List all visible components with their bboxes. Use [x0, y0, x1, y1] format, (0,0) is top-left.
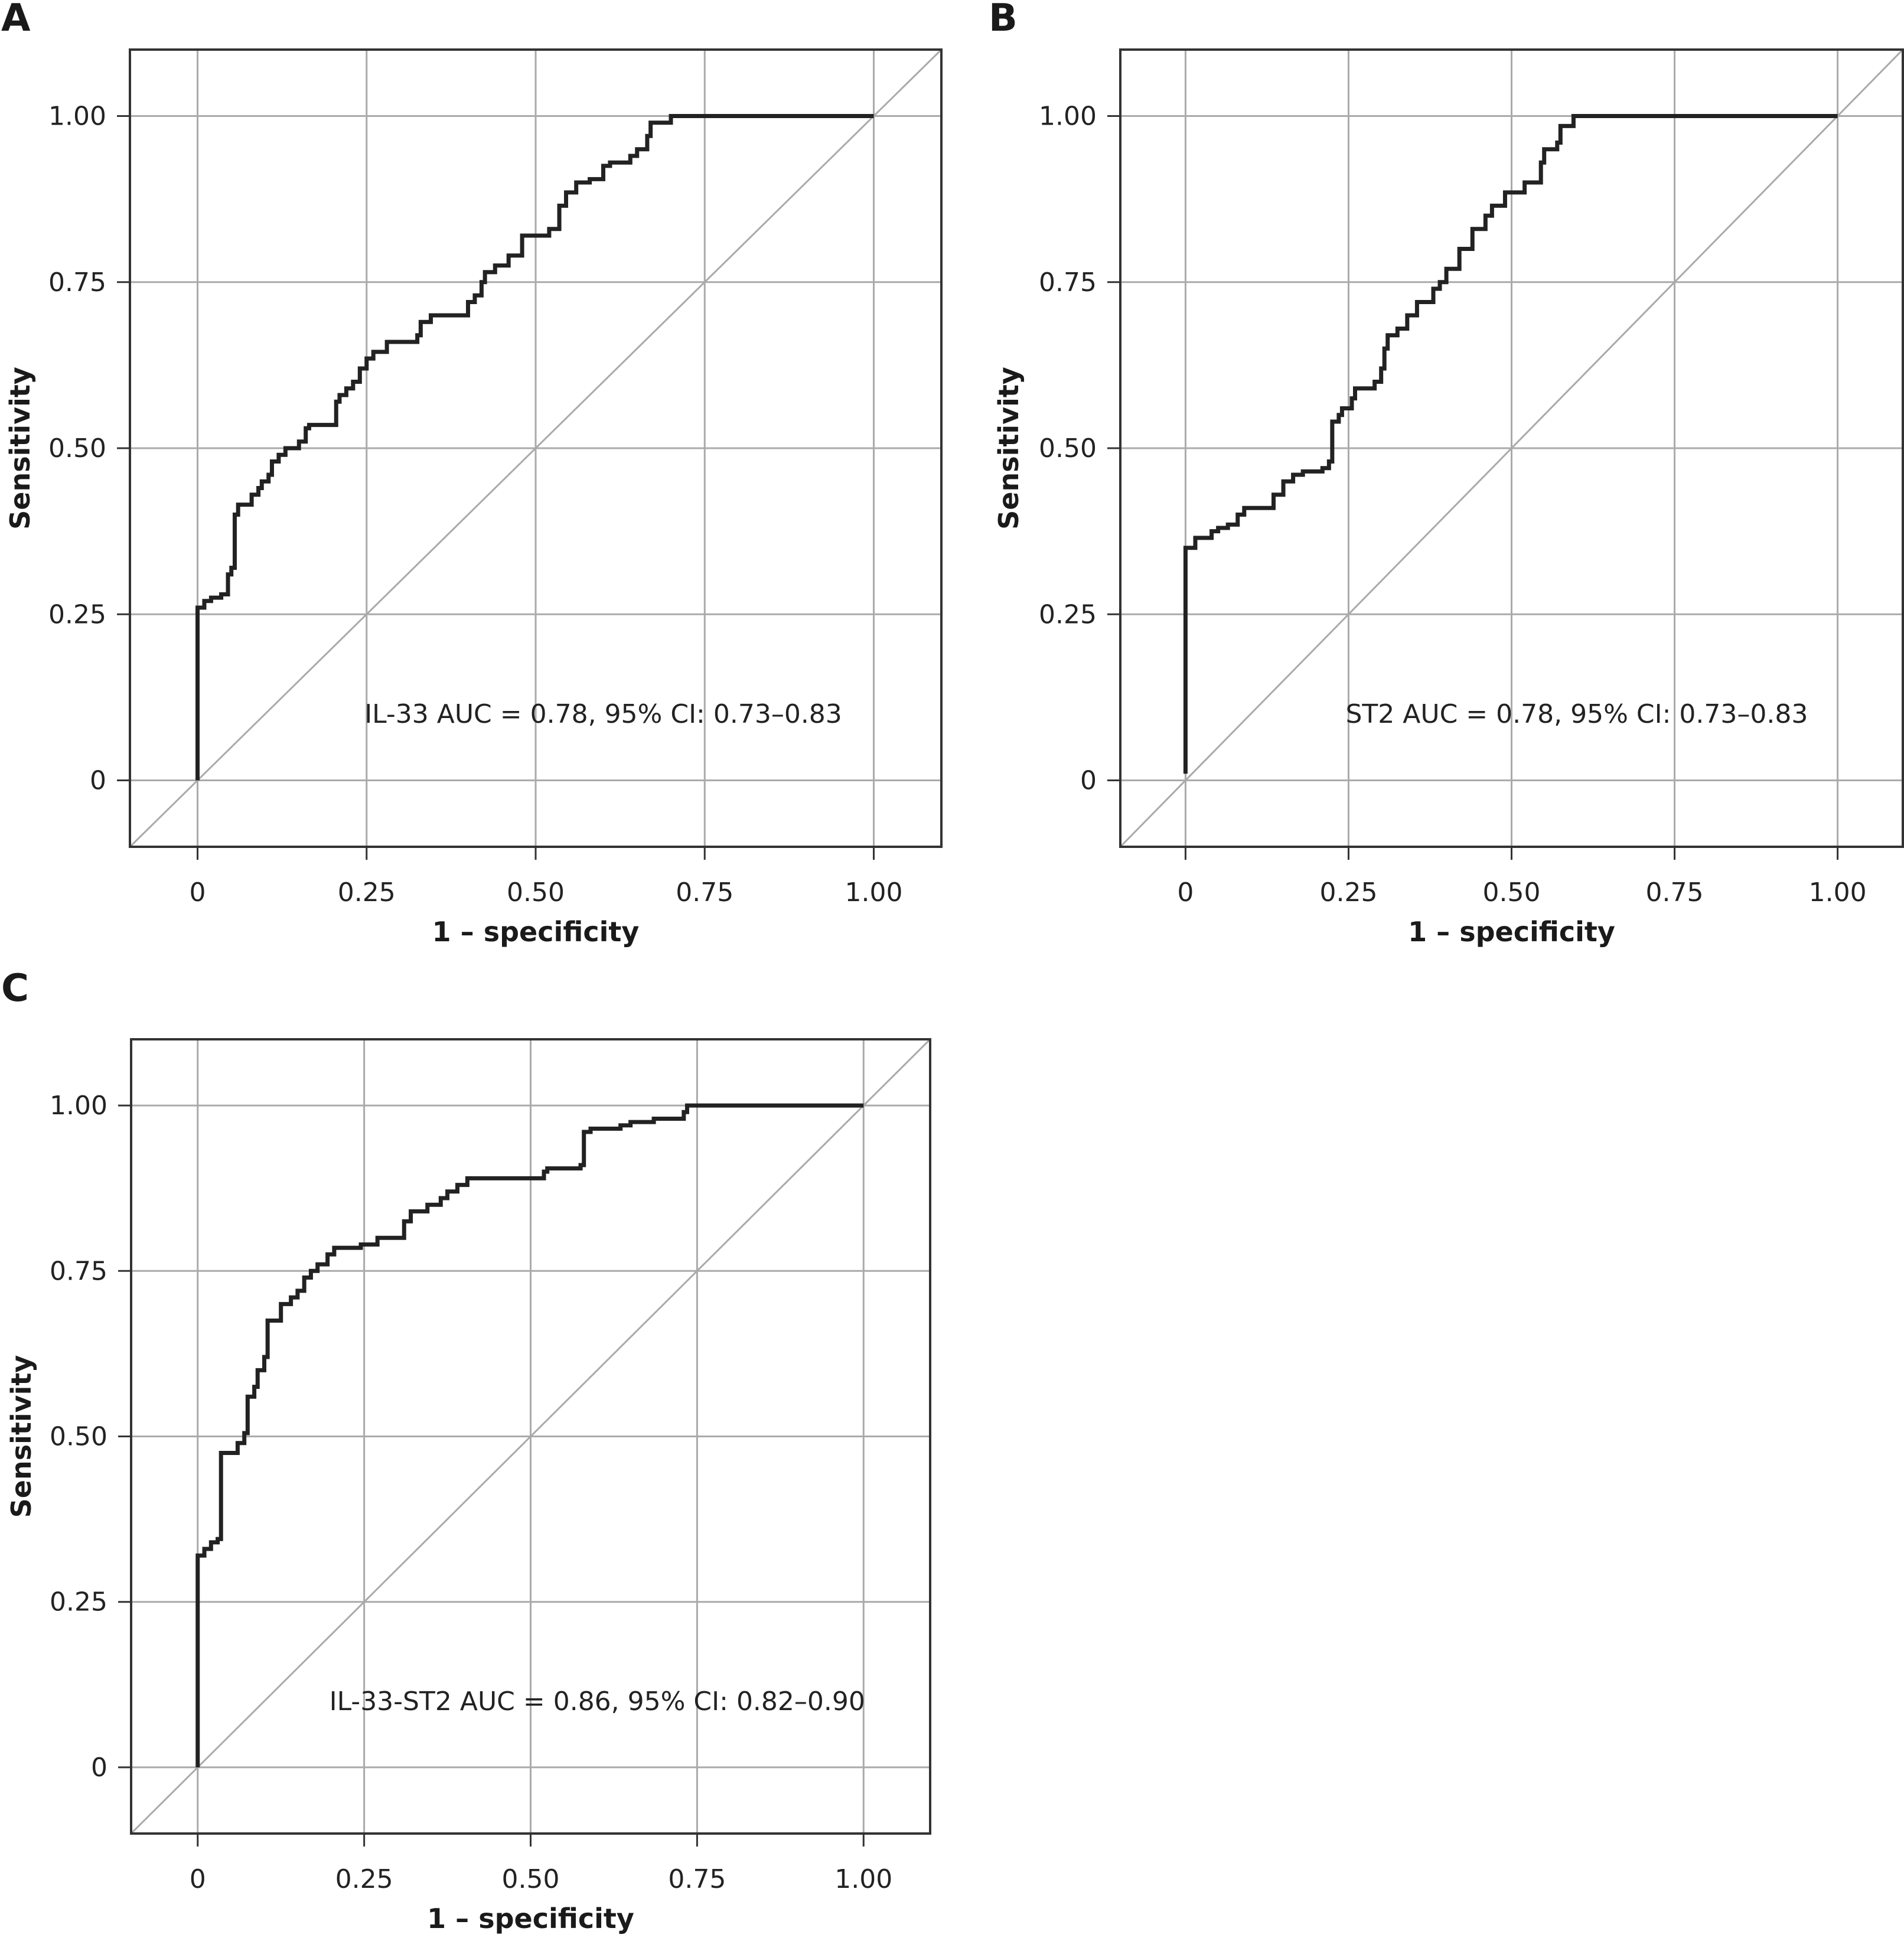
- y-tick-label: 0.50: [48, 433, 106, 464]
- y-tick-label: 1.00: [48, 102, 106, 132]
- x-tick-label: 0.50: [1483, 877, 1541, 908]
- y-tick-label: 0.25: [48, 599, 106, 629]
- reference-diagonal-line: [129, 48, 943, 848]
- x-tick-label: 0.50: [502, 1864, 560, 1894]
- y-axis-title: Sensitivity: [993, 367, 1025, 530]
- y-tick-label: 0.50: [50, 1422, 107, 1452]
- reference-diagonal-line: [1119, 48, 1904, 848]
- x-tick-label: 0.75: [668, 1864, 726, 1894]
- x-tick-label: 0.25: [1319, 877, 1377, 908]
- y-axis-title: Sensitivity: [4, 367, 36, 530]
- x-axis-title: 1 – specificity: [427, 1903, 634, 1935]
- panel-letter-a: A: [1, 0, 31, 40]
- x-tick-label: 0.25: [335, 1864, 393, 1894]
- panel-c: C 0 0.25 0.50 0.75 1.00 0 0.25 0.50 0.75 1.00 1 – …: [0, 967, 952, 1940]
- x-tick-label: 0.75: [1646, 877, 1704, 908]
- auc-annotation: IL-33 AUC = 0.78, 95% CI: 0.73–0.83: [364, 699, 842, 729]
- y-tick-label: 0.75: [48, 268, 106, 298]
- x-tick-label: 1.00: [845, 877, 903, 908]
- x-tick-label: 1.00: [1809, 877, 1867, 908]
- y-tick-label: 0: [90, 766, 106, 796]
- x-axis-title: 1 – specificity: [1408, 916, 1615, 948]
- auc-annotation: IL-33-ST2 AUC = 0.86, 95% CI: 0.82–0.90: [330, 1686, 865, 1717]
- y-tick-label: 0.50: [1039, 433, 1097, 464]
- y-tick-label: 0: [1080, 766, 1097, 796]
- panel-letter-b: B: [989, 0, 1018, 40]
- roc-curve: [195, 114, 874, 781]
- plot-frame: [129, 48, 943, 848]
- x-tick-label: 0.50: [507, 877, 565, 908]
- roc-curve: [1183, 114, 1838, 774]
- plot-frame: [1119, 48, 1904, 848]
- x-tick-label: 0: [190, 1864, 206, 1894]
- x-tick-label: 0: [190, 877, 206, 908]
- x-axis-title: 1 – specificity: [432, 916, 640, 948]
- y-axis-title: Sensitivity: [5, 1355, 37, 1518]
- plot-frame: [130, 1038, 931, 1835]
- roc-curve: [195, 1103, 864, 1767]
- roc-chart-c: 0 0.25 0.50 0.75 1.00 0 0.25 0.50 0.75 1.00 1 – sp…: [5, 1038, 931, 1935]
- y-tick-label: 0.25: [1039, 599, 1097, 629]
- x-tick-label: 0.25: [338, 877, 396, 908]
- x-tick-label: 1.00: [834, 1864, 892, 1894]
- y-tick-label: 0.75: [50, 1256, 107, 1286]
- roc-chart-a: 0 0.25 0.50 0.75 1.00 0 0.25 0.50 0.75 1.00 1 – sp…: [4, 48, 943, 948]
- y-tick-label: 0: [91, 1753, 107, 1783]
- x-tick-label: 0: [1177, 877, 1194, 908]
- y-tick-label: 0.75: [1039, 268, 1097, 298]
- y-tick-label: 0.25: [50, 1587, 107, 1617]
- reference-diagonal-line: [130, 1038, 931, 1835]
- panel-letter-c: C: [1, 967, 29, 1010]
- y-tick-label: 1.00: [50, 1091, 107, 1121]
- panel-b: B 0 0.25 0.50 0.75 1.00 0 0.25 0.50 0.75 1.00 1 – …: [952, 0, 1904, 970]
- panel-a: A 0 0.25 0.50 0.75 1.00 0 0.25 0.50 0.75 1.00 1 – …: [0, 0, 952, 970]
- x-tick-label: 0.75: [676, 877, 733, 908]
- auc-annotation: ST2 AUC = 0.78, 95% CI: 0.73–0.83: [1346, 699, 1808, 729]
- y-tick-label: 1.00: [1039, 102, 1097, 132]
- roc-chart-b: 0 0.25 0.50 0.75 1.00 0 0.25 0.50 0.75 1.00 1 – sp…: [993, 48, 1904, 948]
